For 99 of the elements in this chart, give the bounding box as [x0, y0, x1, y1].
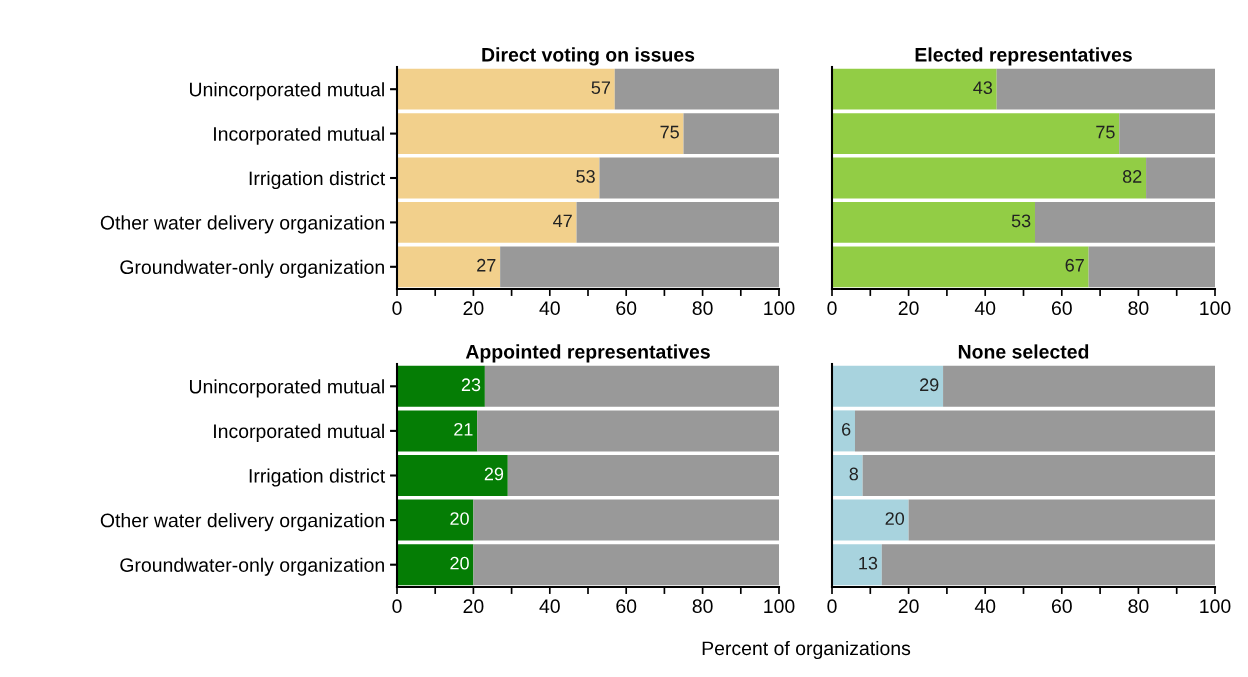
- data-label: 57: [591, 81, 611, 95]
- x-tick-label: 0: [827, 301, 837, 316]
- y-tick-label: Groundwater-only organization: [120, 259, 384, 278]
- bar: [397, 113, 684, 155]
- bar: [832, 365, 944, 407]
- bar: [832, 544, 882, 586]
- y-tick-label: Other water delivery organization: [100, 215, 384, 234]
- x-axis-title: Percent of organizations: [702, 640, 911, 660]
- bar: [832, 68, 997, 110]
- bar: [473, 499, 779, 541]
- x-tick-label: 20: [463, 301, 484, 316]
- y-tick-label: Groundwater-only organization: [120, 557, 384, 576]
- chart-title: None selected: [958, 344, 1089, 359]
- x-tick-label: 80: [692, 599, 713, 614]
- data-label: 20: [450, 512, 469, 525]
- bar: [943, 365, 1215, 407]
- chart-title: Direct voting on issues: [482, 47, 695, 66]
- x-tick-label: 80: [1128, 599, 1149, 614]
- x-tick-label: 20: [898, 599, 919, 614]
- y-tick-label: Other water delivery organization: [100, 513, 384, 532]
- x-tick-label: 80: [1128, 301, 1149, 316]
- bar: [683, 113, 779, 155]
- bar: [1119, 113, 1215, 155]
- bar: [599, 157, 779, 199]
- x-tick-label: 0: [392, 301, 402, 316]
- chart-title: Appointed representatives: [465, 344, 710, 363]
- x-tick-label: 40: [974, 599, 996, 614]
- data-label: 20: [450, 556, 469, 570]
- chart-title: Elected representatives: [915, 47, 1132, 66]
- data-label: 21: [454, 422, 473, 436]
- bar: [397, 201, 577, 243]
- x-tick-label: 80: [692, 301, 713, 316]
- bar: [397, 544, 474, 586]
- bar: [397, 454, 508, 497]
- x-tick-label: 20: [463, 599, 484, 614]
- bar: [500, 246, 779, 288]
- data-label: 20: [885, 512, 905, 525]
- x-tick-label: 40: [539, 301, 560, 316]
- bar: [507, 454, 779, 497]
- data-label: 29: [484, 467, 504, 481]
- bar: [397, 365, 485, 407]
- bar: [397, 410, 478, 452]
- bar: [832, 499, 909, 541]
- x-tick-label: 100: [764, 599, 795, 614]
- data-label: 82: [1122, 170, 1142, 183]
- data-label: 23: [461, 378, 481, 392]
- y-tick-label: Unincorporated mutual: [190, 82, 384, 101]
- data-label: 75: [660, 125, 679, 139]
- data-label: 53: [576, 170, 595, 183]
- bar: [477, 410, 779, 452]
- x-tick-label: 40: [974, 301, 996, 316]
- bar: [862, 454, 1215, 497]
- x-tick-label: 60: [616, 301, 637, 316]
- data-label: 27: [477, 258, 496, 272]
- x-tick-label: 100: [1200, 599, 1231, 614]
- x-tick-label: 60: [1051, 599, 1072, 614]
- data-label: 47: [553, 214, 572, 228]
- data-label: 53: [1011, 214, 1031, 228]
- bar: [614, 68, 779, 110]
- bar: [473, 544, 779, 586]
- bar: [832, 246, 1089, 288]
- y-tick-label: Incorporated mutual: [214, 126, 384, 145]
- bar: [484, 365, 779, 407]
- bar: [832, 454, 863, 497]
- bar: [1088, 246, 1215, 288]
- bar: [881, 544, 1215, 586]
- bar: [397, 157, 600, 199]
- y-tick-label: Irrigation district: [249, 170, 386, 190]
- bar: [832, 201, 1035, 243]
- data-label: 6: [842, 422, 851, 436]
- bar: [996, 68, 1215, 110]
- bar: [908, 499, 1215, 541]
- y-tick-label: Irrigation district: [249, 468, 386, 487]
- y-tick-label: Incorporated mutual: [214, 423, 384, 442]
- bar: [1146, 157, 1215, 199]
- y-tick-label: Unincorporated mutual: [190, 379, 384, 398]
- data-label: 75: [1096, 125, 1115, 139]
- bar: [1034, 201, 1215, 243]
- bar: [397, 68, 615, 110]
- x-tick-label: 60: [1051, 301, 1072, 316]
- x-tick-label: 60: [616, 599, 637, 614]
- bar: [832, 157, 1147, 199]
- data-label: 8: [849, 467, 859, 481]
- data-label: 67: [1065, 258, 1084, 272]
- bar: [854, 410, 1215, 452]
- bar: [832, 113, 1120, 155]
- bar: [832, 410, 855, 452]
- bar: [576, 201, 779, 243]
- x-tick-label: 0: [392, 599, 402, 614]
- x-tick-label: 100: [1200, 301, 1231, 316]
- x-tick-label: 40: [539, 599, 560, 614]
- x-tick-label: 0: [827, 599, 837, 614]
- x-tick-label: 100: [764, 301, 795, 316]
- bar: [397, 246, 501, 288]
- data-label: 43: [973, 81, 993, 95]
- bar: [397, 499, 474, 541]
- data-label: 29: [920, 378, 939, 392]
- data-label: 13: [859, 556, 878, 570]
- x-tick-label: 20: [898, 301, 919, 316]
